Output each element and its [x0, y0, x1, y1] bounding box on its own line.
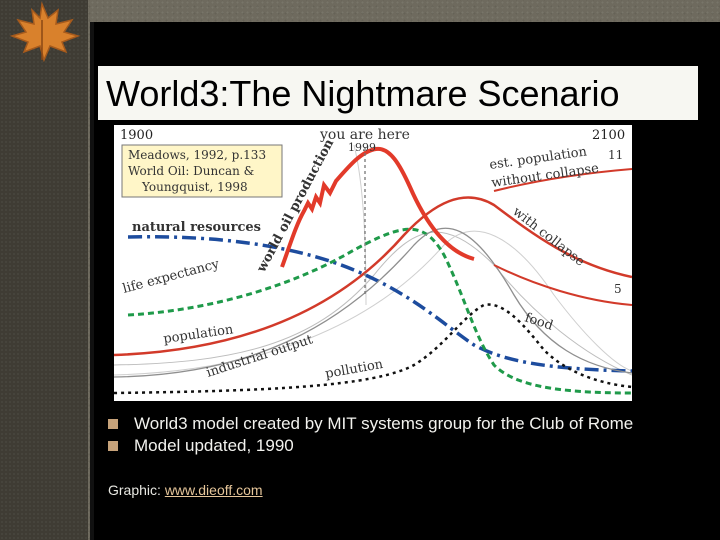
industrial-output-curve — [114, 227, 632, 378]
left-texture-strip — [0, 0, 88, 540]
with-collapse-label: with collapse — [510, 204, 588, 269]
source-box — [121, 144, 283, 198]
gray-curve-1 — [114, 231, 632, 376]
slide-title: World3:The Nightmare Scenario — [106, 73, 620, 114]
world3-chart: Meadows, 1992, p.133 World Oil: Duncan &… — [114, 125, 632, 401]
gray-curve-2 — [114, 230, 632, 376]
source-line-1: Meadows, 1992, p.133 — [128, 148, 266, 162]
food-curve — [493, 264, 632, 306]
credit-label: Graphic: — [108, 482, 161, 498]
source-line-3: Youngquist, 1998 — [141, 180, 248, 194]
year-end-label: 2100 — [592, 128, 625, 143]
source-line-2: World Oil: Duncan & — [128, 164, 255, 178]
year-start-label: 1900 — [120, 128, 153, 143]
bullet-text: Model updated, 1990 — [134, 436, 294, 455]
without-collapse-curve — [493, 168, 632, 192]
right-axis-11: 11 — [608, 148, 623, 162]
bullet-square-icon — [108, 419, 118, 429]
population-label: population — [162, 322, 234, 347]
bullet-item: World3 model created by MIT systems grou… — [108, 414, 688, 434]
world-oil-curve — [280, 146, 475, 268]
pollution-label: pollution — [324, 357, 385, 382]
bullet-item: Model updated, 1990 — [108, 436, 688, 456]
maple-leaf-icon — [9, 1, 81, 62]
bullet-list: World3 model created by MIT systems grou… — [108, 414, 688, 458]
natural-resources-curve — [127, 235, 632, 373]
marker-label: you are here — [319, 127, 410, 143]
bullet-text: World3 model created by MIT systems grou… — [134, 414, 634, 433]
title-box — [98, 66, 698, 120]
pollution-curve — [114, 303, 632, 395]
bullet-square-icon — [108, 441, 118, 451]
marker-year: 1999 — [348, 141, 376, 154]
natural-resources-label: natural resources — [132, 220, 261, 235]
food-label: food — [523, 311, 555, 334]
graphic-credit: Graphic: www.dieoff.com — [108, 482, 263, 498]
right-axis-5: 5 — [614, 282, 622, 296]
life-expectancy-curve — [127, 227, 632, 395]
life-expectancy-label: life expectancy — [121, 257, 221, 297]
credit-link[interactable]: www.dieoff.com — [164, 482, 263, 498]
